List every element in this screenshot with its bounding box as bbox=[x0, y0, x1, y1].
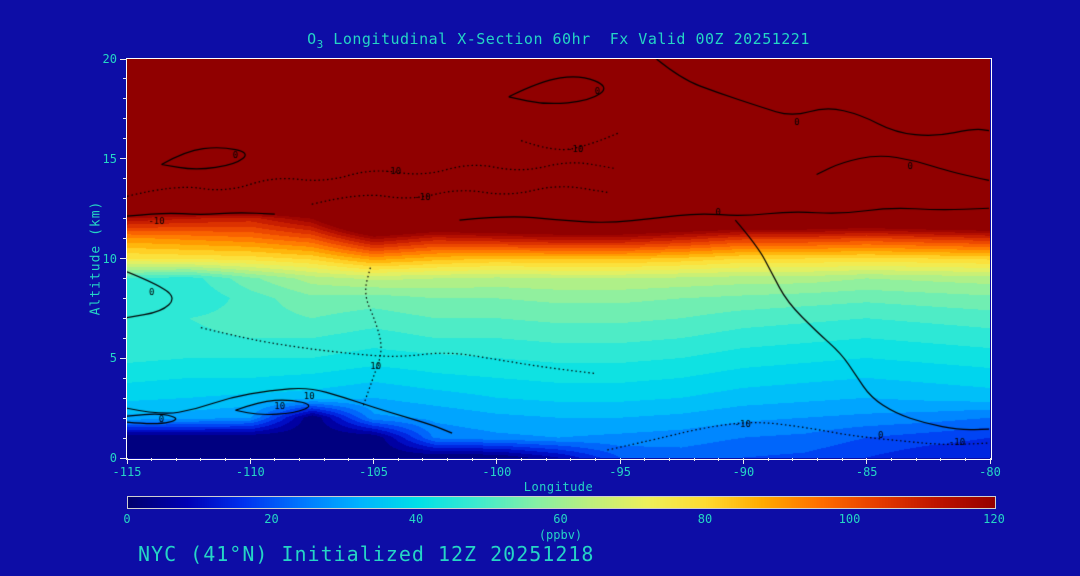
y-tick-label: 15 bbox=[102, 151, 117, 166]
y-minor-tick bbox=[123, 198, 127, 200]
x-minor-tick bbox=[570, 458, 572, 461]
x-minor-tick bbox=[348, 458, 350, 461]
x-tick-label: -90 bbox=[732, 465, 755, 479]
colorbar bbox=[127, 496, 996, 509]
x-major-tick bbox=[742, 458, 744, 464]
footer-caption: NYC (41°N) Initialized 12Z 20251218 bbox=[138, 542, 595, 566]
chart-title-rest: Longitudinal X-Section 60hr Fx Valid 00Z… bbox=[323, 30, 810, 48]
x-minor-tick bbox=[644, 458, 646, 461]
x-minor-tick bbox=[792, 458, 794, 461]
x-major-tick bbox=[373, 458, 375, 464]
y-tick-label: 20 bbox=[102, 52, 117, 66]
x-tick-label: -105 bbox=[359, 465, 389, 479]
y-minor-tick bbox=[123, 297, 127, 299]
chart-title-subscript: 3 bbox=[316, 38, 324, 51]
x-tick-label: -85 bbox=[855, 465, 878, 479]
x-minor-tick bbox=[274, 458, 276, 461]
x-minor-tick bbox=[175, 458, 177, 461]
y-major-tick bbox=[120, 457, 127, 459]
x-minor-tick bbox=[767, 458, 769, 461]
colorbar-tick-label: 80 bbox=[697, 512, 713, 526]
x-minor-tick bbox=[964, 458, 966, 461]
y-minor-tick bbox=[123, 277, 127, 279]
y-minor-tick bbox=[123, 417, 127, 419]
colorbar-tick-label: 100 bbox=[838, 512, 861, 526]
heatmap-plot bbox=[127, 59, 990, 458]
x-minor-tick bbox=[397, 458, 399, 461]
x-minor-tick bbox=[890, 458, 892, 461]
colorbar-tick-label: 0 bbox=[123, 512, 131, 526]
x-minor-tick bbox=[225, 458, 227, 461]
x-tick-label: -80 bbox=[979, 465, 1001, 479]
x-major-tick bbox=[866, 458, 868, 464]
x-major-tick bbox=[619, 458, 621, 464]
y-minor-tick bbox=[123, 78, 127, 80]
x-minor-tick bbox=[521, 458, 522, 461]
x-minor-tick bbox=[816, 458, 818, 461]
x-major-tick bbox=[496, 458, 498, 464]
x-tick-label: -115 bbox=[112, 465, 142, 479]
x-minor-tick bbox=[151, 458, 153, 461]
y-major-tick bbox=[120, 158, 127, 160]
colorbar-tick-label: 40 bbox=[408, 512, 424, 526]
y-tick-label: 5 bbox=[109, 351, 117, 366]
y-minor-tick bbox=[123, 98, 127, 100]
x-minor-tick bbox=[594, 458, 596, 461]
y-minor-tick bbox=[123, 178, 127, 180]
y-major-tick bbox=[120, 357, 127, 359]
colorbar-tick-labels: 0 20 40 60 80 100 120 bbox=[123, 512, 1004, 526]
colorbar-tick-label: 60 bbox=[553, 512, 568, 526]
x-minor-tick bbox=[915, 458, 917, 461]
y-tick-label: 10 bbox=[102, 251, 117, 266]
x-minor-tick bbox=[545, 458, 547, 461]
y-minor-tick bbox=[123, 377, 127, 379]
y-minor-tick bbox=[123, 138, 127, 140]
y-major-tick bbox=[120, 258, 127, 259]
y-minor-tick bbox=[123, 437, 127, 439]
x-minor-tick bbox=[447, 458, 449, 461]
x-axis-label: Longitude bbox=[523, 480, 594, 494]
x-tick-label: -100 bbox=[482, 465, 512, 479]
x-minor-tick bbox=[422, 458, 424, 461]
x-minor-tick bbox=[471, 458, 473, 461]
colorbar-tick-label: 120 bbox=[983, 512, 1005, 526]
x-tick-label: -95 bbox=[609, 465, 631, 479]
y-minor-tick bbox=[123, 118, 127, 120]
colorbar-tick-label: 20 bbox=[264, 512, 279, 526]
x-minor-tick bbox=[299, 458, 301, 461]
x-minor-tick bbox=[693, 458, 695, 461]
chart-title-prefix: O bbox=[307, 30, 317, 48]
x-minor-tick bbox=[841, 458, 843, 461]
x-major-tick bbox=[249, 458, 251, 464]
y-minor-tick bbox=[123, 397, 127, 399]
x-minor-tick bbox=[668, 458, 670, 461]
y-minor-tick bbox=[123, 337, 127, 339]
y-minor-tick bbox=[123, 218, 127, 220]
y-minor-tick bbox=[123, 317, 127, 319]
y-major-tick bbox=[120, 58, 127, 60]
colorbar-units-label: (ppbv) bbox=[538, 528, 583, 542]
y-minor-tick bbox=[123, 238, 127, 240]
x-major-tick bbox=[989, 458, 991, 464]
x-major-tick bbox=[126, 458, 128, 464]
x-tick-label: -110 bbox=[235, 465, 265, 479]
x-minor-tick bbox=[323, 458, 325, 461]
x-minor-tick bbox=[200, 458, 202, 461]
y-tick-label: 0 bbox=[109, 451, 117, 465]
chart-title: O3 Longitudinal X-Section 60hr Fx Valid … bbox=[127, 30, 990, 51]
x-minor-tick bbox=[940, 458, 942, 461]
x-minor-tick bbox=[718, 458, 720, 461]
